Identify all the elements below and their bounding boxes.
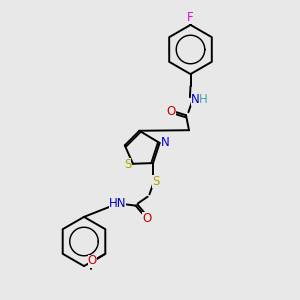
Text: O: O xyxy=(167,105,176,118)
Text: N: N xyxy=(191,92,200,106)
Text: H: H xyxy=(199,92,208,106)
Text: HN: HN xyxy=(109,197,126,210)
Text: F: F xyxy=(187,11,194,24)
Text: O: O xyxy=(88,254,97,268)
Text: N: N xyxy=(160,136,169,148)
Text: S: S xyxy=(152,176,160,188)
Text: O: O xyxy=(142,212,152,225)
Text: S: S xyxy=(124,158,131,171)
